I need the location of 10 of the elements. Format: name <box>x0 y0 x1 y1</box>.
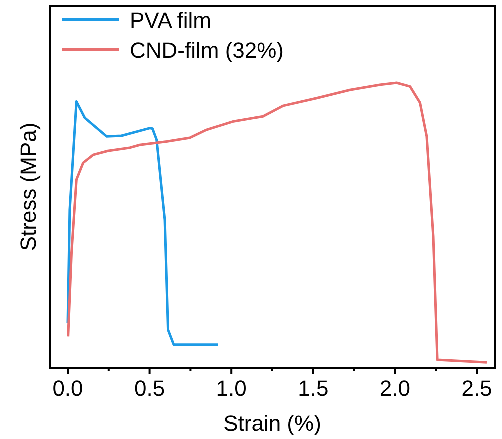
x-tick-label: 1.5 <box>298 376 329 401</box>
y-axis-title: Stress (MPa) <box>16 122 41 252</box>
legend-label: CND-film (32%) <box>130 38 284 63</box>
x-tick-label: 0.0 <box>52 376 84 401</box>
x-tick-label: 2.5 <box>462 376 492 401</box>
x-axis-title: Strain (%) <box>224 411 322 436</box>
x-tick-label: 2.0 <box>380 376 410 401</box>
x-tick-label: 1.0 <box>216 376 247 401</box>
x-tick-label: 0.5 <box>134 376 166 401</box>
legend-label: PVA film <box>130 8 212 33</box>
